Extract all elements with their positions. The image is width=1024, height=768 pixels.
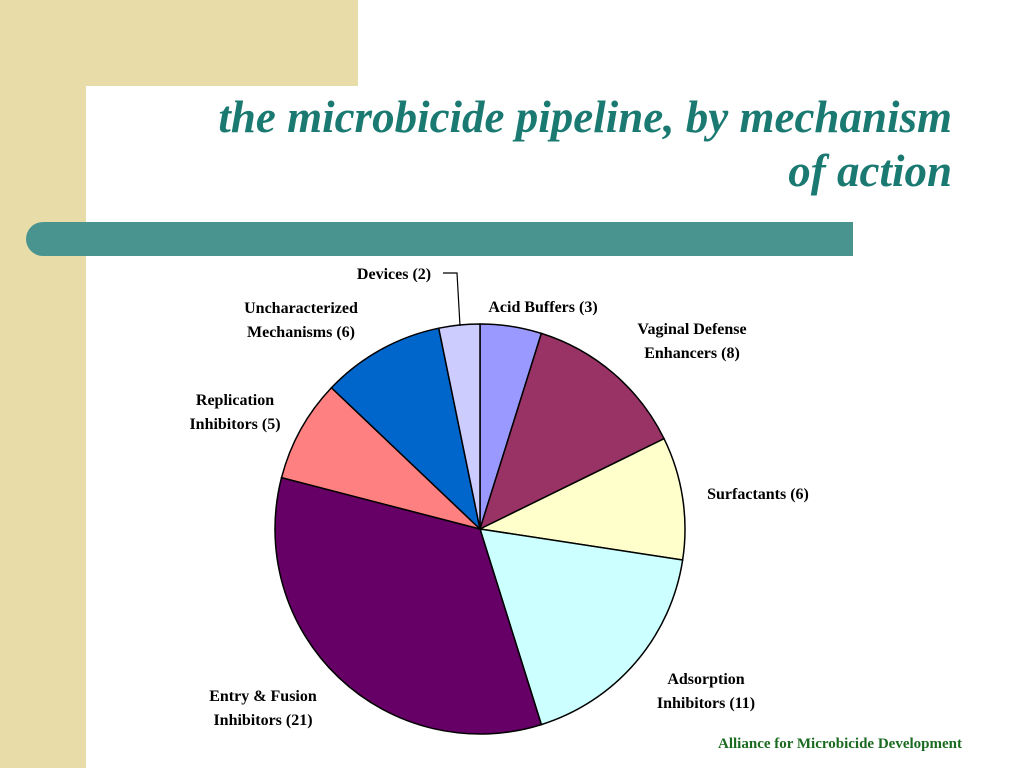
slice-label-adsorption-inhibitors: Adsorption Inhibitors (11): [657, 671, 755, 712]
slice-label-uncharacterized-mechanisms: Uncharacterized Mechanisms (6): [244, 300, 358, 341]
top-band: [0, 0, 358, 86]
pie-slice-surfactants: [477, 437, 686, 561]
pie-slice-entry-fusion-inhibitors: [274, 476, 543, 735]
pie-slice-uncharacterized-mechanisms: [330, 327, 482, 532]
leader-line-devices: [443, 272, 461, 327]
sidebar-band: [0, 0, 86, 768]
title-line-1: the microbicide pipeline, by mechanism: [218, 92, 952, 142]
slice-label-entry-fusion-inhibitors: Entry & Fusion Inhibitors (21): [209, 688, 317, 729]
slice-labels: Acid Buffers (3) Vaginal Defense Enhancers…: [189, 266, 808, 729]
pie-slice-replication-inhibitors: [280, 386, 483, 531]
pie-slice-adsorption-inhibitors: [478, 528, 684, 726]
pie-slice-vaginal-defense-enhancers: [478, 332, 666, 531]
slice-label-devices: Devices (2): [357, 266, 431, 283]
slice-label-surfactants: Surfactants (6): [707, 486, 809, 503]
slice-label-vaginal-defense-enhancers: Vaginal Defense Enhancers (8): [637, 321, 746, 362]
pie-slice-devices: [437, 323, 481, 530]
footer-credit: Alliance for Microbicide Development: [718, 736, 962, 752]
page-title: the microbicide pipeline, by mechanism o…: [132, 90, 952, 198]
slice-label-replication-inhibitors: Replication Inhibitors (5): [189, 392, 280, 433]
title-line-2: of action: [788, 146, 952, 196]
pie-slices: [274, 323, 686, 735]
accent-bar: [26, 222, 853, 256]
slice-label-acid-buffers: Acid Buffers (3): [488, 299, 597, 316]
leader-lines: [443, 272, 461, 327]
